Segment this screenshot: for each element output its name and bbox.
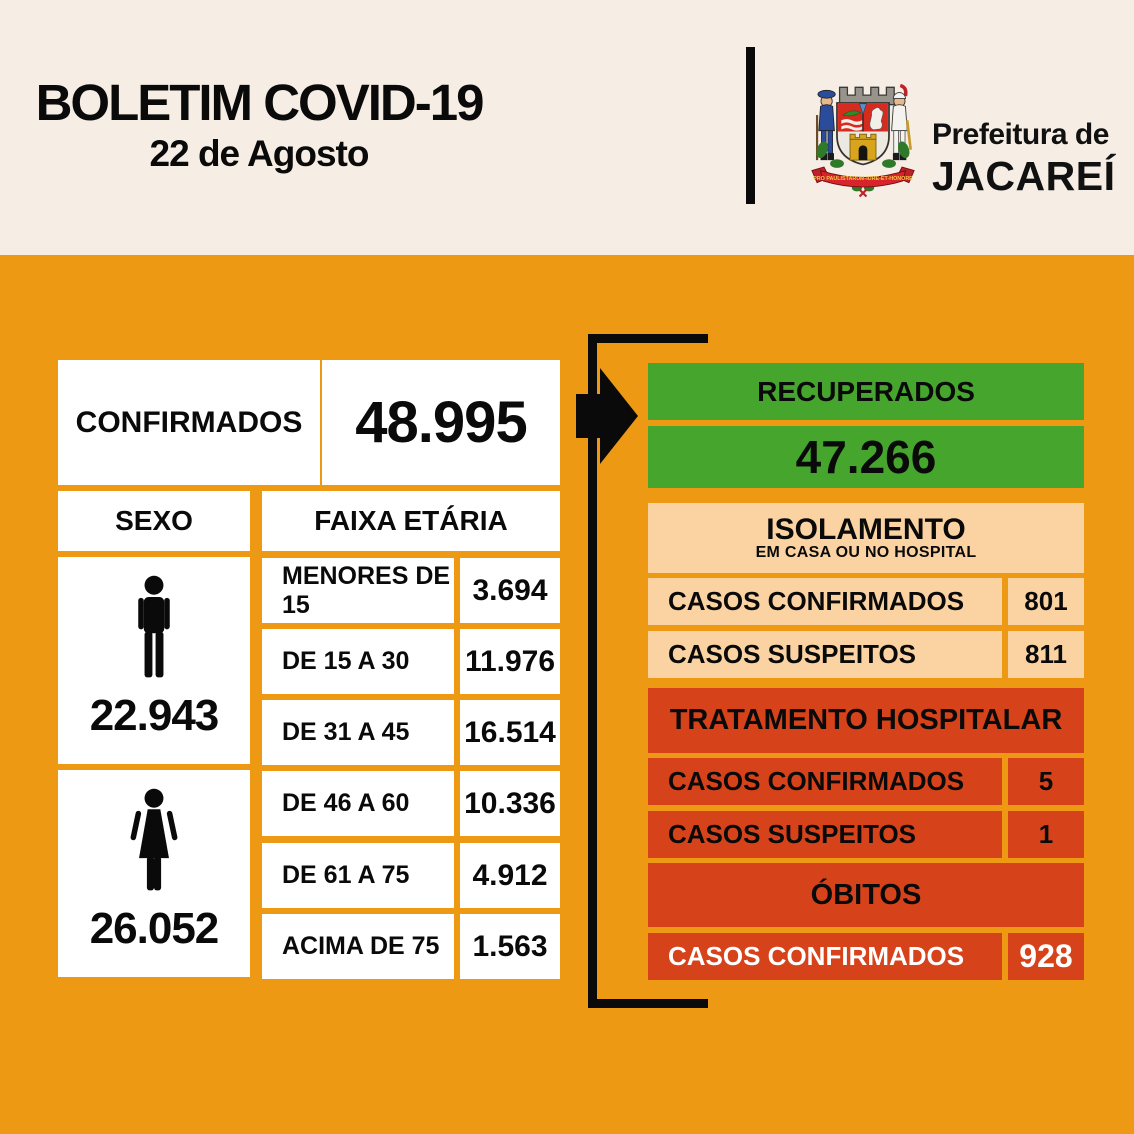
age-row-label: ACIMA DE 75 <box>262 914 454 979</box>
org-name-bottom: JACAREÍ <box>932 153 1116 199</box>
hospital-row-label: CASOS SUSPEITOS <box>648 811 1002 858</box>
age-row-label: DE 61 A 75 <box>262 843 454 908</box>
isolation-header-box: ISOLAMENTO EM CASA OU NO HOSPITAL <box>648 503 1084 573</box>
bulletin-date: 22 de Agosto <box>149 132 370 174</box>
age-header-box: FAIXA ETÁRIA <box>262 491 560 551</box>
bracket-vertical-line <box>588 334 597 1008</box>
hospital-row-label: CASOS CONFIRMADOS <box>648 758 1002 805</box>
age-row-value: 3.694 <box>460 558 560 623</box>
female-count: 26.052 <box>89 904 220 953</box>
hospital-row-value: 5 <box>1008 758 1084 805</box>
age-row-label: DE 31 A 45 <box>262 700 454 765</box>
deaths-header-box: ÓBITOS <box>648 863 1084 927</box>
sex-header-box: SEXO <box>58 491 250 551</box>
age-row-value: 10.336 <box>460 771 560 836</box>
female-count-box: 26.052 <box>58 770 250 977</box>
deaths-row-value: 928 <box>1008 933 1084 980</box>
hospital-row-value: 1 <box>1008 811 1084 858</box>
header-divider <box>746 47 755 204</box>
male-icon <box>138 575 170 678</box>
age-row-label: DE 46 A 60 <box>262 771 454 836</box>
bracket-top-arm <box>588 334 708 343</box>
isolation-row-label: CASOS SUSPEITOS <box>648 631 1002 678</box>
age-row-value: 4.912 <box>460 843 560 908</box>
org-name-block: Prefeitura de JACAREÍ <box>932 118 1116 200</box>
female-icon <box>130 788 178 891</box>
crest-foliage <box>816 141 910 192</box>
crest-tower <box>849 133 877 161</box>
age-row-value: 11.976 <box>460 629 560 694</box>
age-row-value: 16.514 <box>460 700 560 765</box>
confirmed-value-box: 48.995 <box>322 360 560 485</box>
recovered-value-box: 47.266 <box>648 426 1084 488</box>
isolation-subtitle: EM CASA OU NO HOSPITAL <box>755 544 977 562</box>
deaths-row-label: CASOS CONFIRMADOS <box>648 933 1002 980</box>
isolation-title: ISOLAMENTO <box>766 512 966 546</box>
isolation-row-value: 801 <box>1008 578 1084 625</box>
isolation-row-value: 811 <box>1008 631 1084 678</box>
male-count: 22.943 <box>89 691 220 740</box>
bracket-bottom-arm <box>588 999 708 1008</box>
crest-ribbon: PRO PAULISTARUM-IURE-ET-HONORE <box>811 166 915 198</box>
crest-motto-text: PRO PAULISTARUM-IURE-ET-HONORE <box>813 176 913 182</box>
org-name-top: Prefeitura de <box>932 118 1109 151</box>
right-supporter-figure <box>891 83 912 161</box>
age-row-label: DE 15 A 30 <box>262 629 454 694</box>
title-block: BOLETIM COVID-19 22 de Agosto <box>20 76 498 175</box>
age-row-label: MENORES DE 15 <box>262 558 454 623</box>
jacarei-coat-of-arms-icon: PRO PAULISTARUM-IURE-ET-HONORE <box>811 83 915 198</box>
age-row-value: 1.563 <box>460 914 560 979</box>
isolation-row-label: CASOS CONFIRMADOS <box>648 578 1002 625</box>
male-count-box: 22.943 <box>58 557 250 764</box>
page-title: BOLETIM COVID-19 <box>35 74 485 131</box>
right-arrow-icon <box>576 368 638 464</box>
confirmed-label-box: CONFIRMADOS <box>58 360 320 485</box>
recovered-label-box: RECUPERADOS <box>648 363 1084 420</box>
hospital-header-box: TRATAMENTO HOSPITALAR <box>648 688 1084 753</box>
header-band: BOLETIM COVID-19 22 de Agosto <box>0 0 1134 255</box>
